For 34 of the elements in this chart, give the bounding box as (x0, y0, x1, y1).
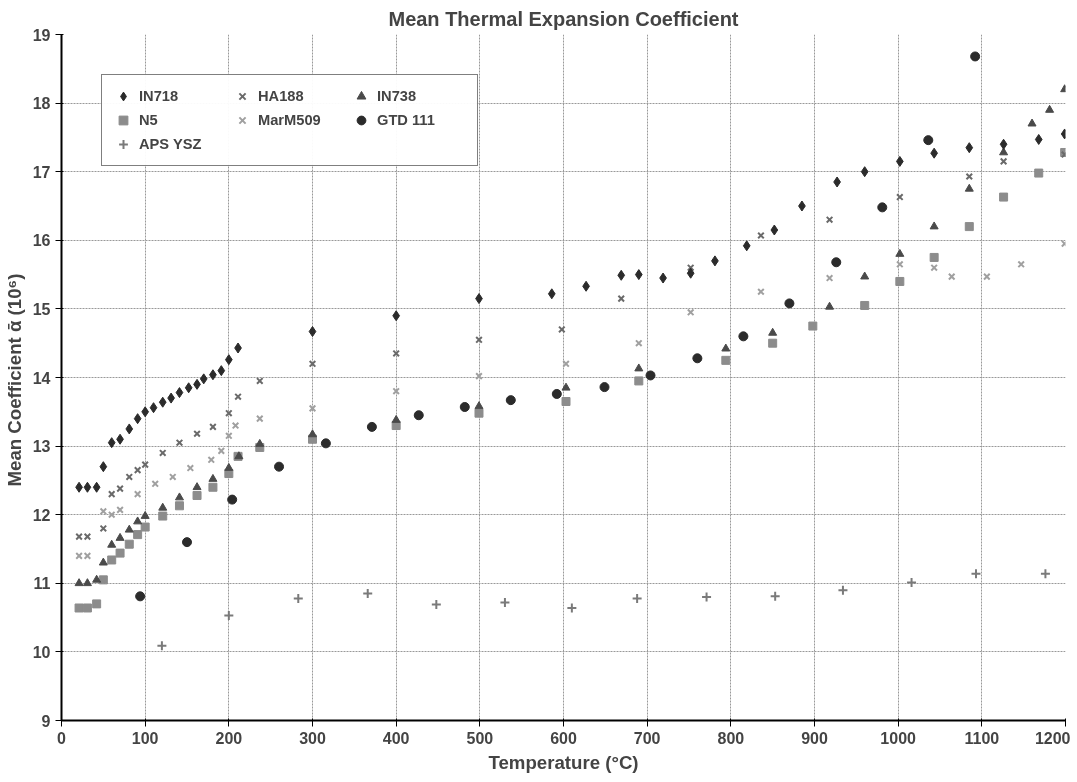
x-tick-label: 900 (801, 729, 828, 747)
legend-label: HA188 (258, 88, 305, 104)
x-axis-title: Temperature (°C) (488, 751, 639, 773)
y-axis-title: Mean Coefficient ᾱ (10⁶) (3, 273, 25, 487)
y-tick-label: 14 (32, 369, 51, 387)
x-tick-label: 1100 (964, 729, 1000, 747)
y-tick-label: 11 (33, 575, 51, 593)
x-tick-label: 1000 (880, 729, 917, 747)
x-tick-label: 600 (550, 729, 577, 747)
x-tick-label: 400 (382, 729, 410, 747)
x-tick-label: 1200 (1034, 729, 1071, 747)
y-tick-label: 12 (32, 506, 51, 524)
y-tick-label: 13 (32, 438, 51, 456)
x-tick-label: 700 (633, 729, 661, 747)
legend-label: APS YSZ (139, 136, 203, 152)
y-tick-label: 18 (32, 95, 51, 113)
y-tick-label: 19 (32, 26, 51, 44)
x-tick-label: 300 (299, 729, 326, 747)
y-tick-label: 10 (32, 643, 51, 661)
chart-title: Mean Thermal Expansion Coefficient (388, 7, 739, 30)
y-tick-label: 17 (32, 163, 51, 181)
x-tick-label: 100 (131, 729, 159, 747)
y-tick-label: 9 (41, 712, 51, 730)
x-tick-label: 200 (215, 729, 243, 747)
x-tick-label: 800 (717, 729, 745, 747)
legend-label: MarM509 (258, 112, 322, 128)
x-tick-label: 0 (57, 729, 67, 747)
legend-label: IN718 (139, 88, 180, 104)
x-tick-label: 500 (466, 729, 494, 747)
legend-label: GTD 111 (377, 112, 436, 128)
legend-label: N5 (139, 112, 159, 128)
y-tick-label: 16 (32, 232, 51, 250)
y-tick-label: 15 (32, 300, 51, 318)
legend-label: IN738 (377, 88, 418, 104)
